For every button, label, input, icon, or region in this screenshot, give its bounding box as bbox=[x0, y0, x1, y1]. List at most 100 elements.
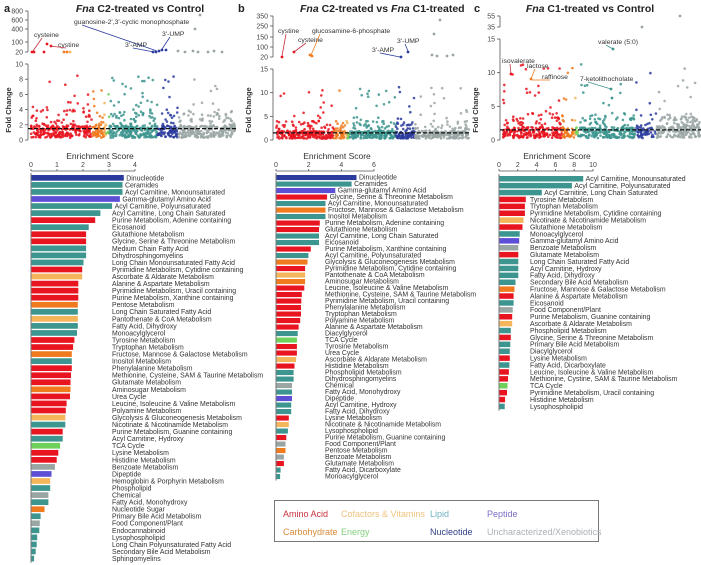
data-point bbox=[387, 100, 391, 104]
data-point bbox=[141, 79, 144, 83]
data-point bbox=[433, 101, 436, 105]
data-point bbox=[581, 133, 584, 137]
x-tick-label: 8 bbox=[572, 162, 576, 169]
bar bbox=[499, 176, 584, 182]
data-point bbox=[621, 125, 624, 129]
data-point bbox=[504, 131, 508, 134]
data-point bbox=[665, 122, 669, 125]
data-point bbox=[396, 121, 399, 124]
bar bbox=[31, 280, 79, 287]
data-point bbox=[366, 92, 369, 95]
bar-label: Acyl Carnitine, Polyunsaturated bbox=[574, 183, 670, 190]
data-point bbox=[383, 134, 386, 137]
data-point bbox=[603, 118, 606, 121]
bar bbox=[499, 217, 524, 223]
data-point bbox=[380, 134, 383, 138]
bar bbox=[276, 454, 284, 460]
data-point bbox=[624, 130, 627, 133]
data-point bbox=[640, 25, 644, 29]
data-point bbox=[626, 124, 630, 127]
data-point bbox=[618, 130, 622, 134]
data-point bbox=[445, 54, 449, 58]
data-point bbox=[589, 114, 592, 118]
data-point bbox=[607, 103, 611, 107]
data-point bbox=[661, 124, 664, 128]
bar-label: Chemical bbox=[325, 383, 354, 390]
data-point bbox=[184, 134, 188, 137]
data-point bbox=[211, 102, 215, 105]
legend-item: Carbohydrate bbox=[283, 527, 338, 537]
data-point bbox=[338, 136, 341, 140]
data-point bbox=[431, 125, 434, 128]
bar-label: Benzoate Metabolism bbox=[325, 454, 392, 461]
bar-label: Purine Metabolism, Guanine containing bbox=[530, 314, 650, 321]
data-point bbox=[353, 124, 356, 127]
data-point bbox=[79, 130, 82, 133]
bar bbox=[276, 188, 336, 194]
data-point bbox=[81, 125, 84, 128]
data-point bbox=[148, 114, 151, 118]
data-point bbox=[383, 127, 387, 130]
data-point bbox=[88, 125, 92, 128]
bar-chart-a bbox=[30, 169, 136, 563]
data-point bbox=[109, 112, 113, 116]
data-point bbox=[519, 117, 522, 120]
bar-label: Long Chain Saturated Fatty Acid bbox=[112, 309, 211, 316]
y-tick-label: 55 bbox=[487, 14, 495, 21]
y-tick-label: 10 bbox=[260, 90, 268, 97]
data-point bbox=[408, 127, 412, 130]
data-point bbox=[534, 122, 538, 125]
data-point bbox=[579, 121, 582, 124]
data-point bbox=[626, 134, 629, 138]
data-point bbox=[230, 132, 234, 135]
data-point bbox=[377, 93, 381, 96]
data-point bbox=[167, 80, 170, 83]
data-point bbox=[197, 131, 200, 134]
bar bbox=[31, 217, 96, 223]
data-point bbox=[690, 124, 694, 128]
data-point bbox=[170, 116, 174, 119]
bar bbox=[31, 245, 87, 252]
data-point bbox=[467, 128, 471, 131]
bar bbox=[276, 350, 297, 356]
data-point bbox=[588, 117, 592, 120]
bar-label: Fatty Acid, Monohydroxy bbox=[112, 500, 188, 507]
bar-label: Diacylglycerol bbox=[530, 349, 573, 356]
legend-item: Lipid bbox=[430, 509, 450, 519]
data-point bbox=[103, 113, 106, 116]
bar bbox=[31, 435, 63, 442]
data-point bbox=[359, 118, 363, 122]
bar bbox=[276, 201, 326, 207]
data-point bbox=[280, 55, 284, 59]
data-point bbox=[420, 134, 423, 138]
data-point bbox=[610, 136, 613, 139]
data-point bbox=[563, 128, 567, 131]
data-point bbox=[341, 126, 345, 129]
data-point bbox=[165, 108, 169, 111]
data-point bbox=[663, 99, 666, 103]
data-point bbox=[451, 53, 455, 57]
data-point bbox=[416, 126, 420, 130]
bar-label: Glutathione Metabolism bbox=[530, 224, 603, 231]
data-point bbox=[637, 134, 640, 138]
data-point bbox=[506, 121, 510, 125]
data-point bbox=[646, 132, 649, 135]
bar-label: Hemoglobin & Porphyrin Metabolism bbox=[112, 478, 224, 485]
data-point bbox=[209, 114, 212, 117]
bar-label: Phospholipid Metabolism bbox=[530, 328, 607, 335]
data-point bbox=[45, 106, 49, 109]
data-point bbox=[397, 85, 401, 89]
data-point bbox=[115, 114, 118, 118]
data-point bbox=[92, 90, 95, 93]
bar bbox=[31, 231, 87, 238]
data-point bbox=[221, 130, 225, 134]
legend-item: Cofactors & Vitamins bbox=[341, 509, 425, 519]
bar-label: Lysophospholipid bbox=[530, 404, 583, 411]
data-point bbox=[543, 134, 546, 138]
data-point bbox=[136, 134, 139, 137]
data-point bbox=[291, 130, 295, 133]
data-point bbox=[559, 136, 562, 140]
data-point bbox=[389, 136, 392, 140]
bar-label: Leucine, Isoleucine & Valine Metabolism bbox=[112, 401, 235, 408]
bar bbox=[31, 428, 63, 435]
